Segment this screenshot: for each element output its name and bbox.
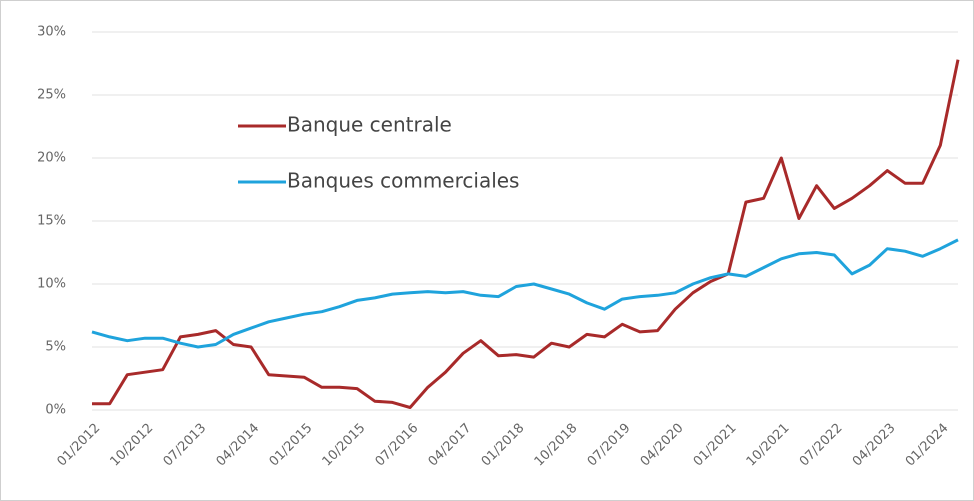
legend-label: Banques commerciales xyxy=(287,169,519,193)
y-tick-label: 0% xyxy=(45,403,66,418)
y-tick-label: 20% xyxy=(37,151,66,166)
y-tick-label: 25% xyxy=(37,88,66,103)
y-tick-label: 10% xyxy=(37,277,66,292)
series-line xyxy=(92,59,960,409)
y-tick-label: 30% xyxy=(37,25,66,40)
y-tick-label: 15% xyxy=(37,214,66,229)
y-tick-label: 5% xyxy=(45,340,66,355)
series-line xyxy=(91,238,959,349)
legend-label: Banque centrale xyxy=(287,113,452,137)
